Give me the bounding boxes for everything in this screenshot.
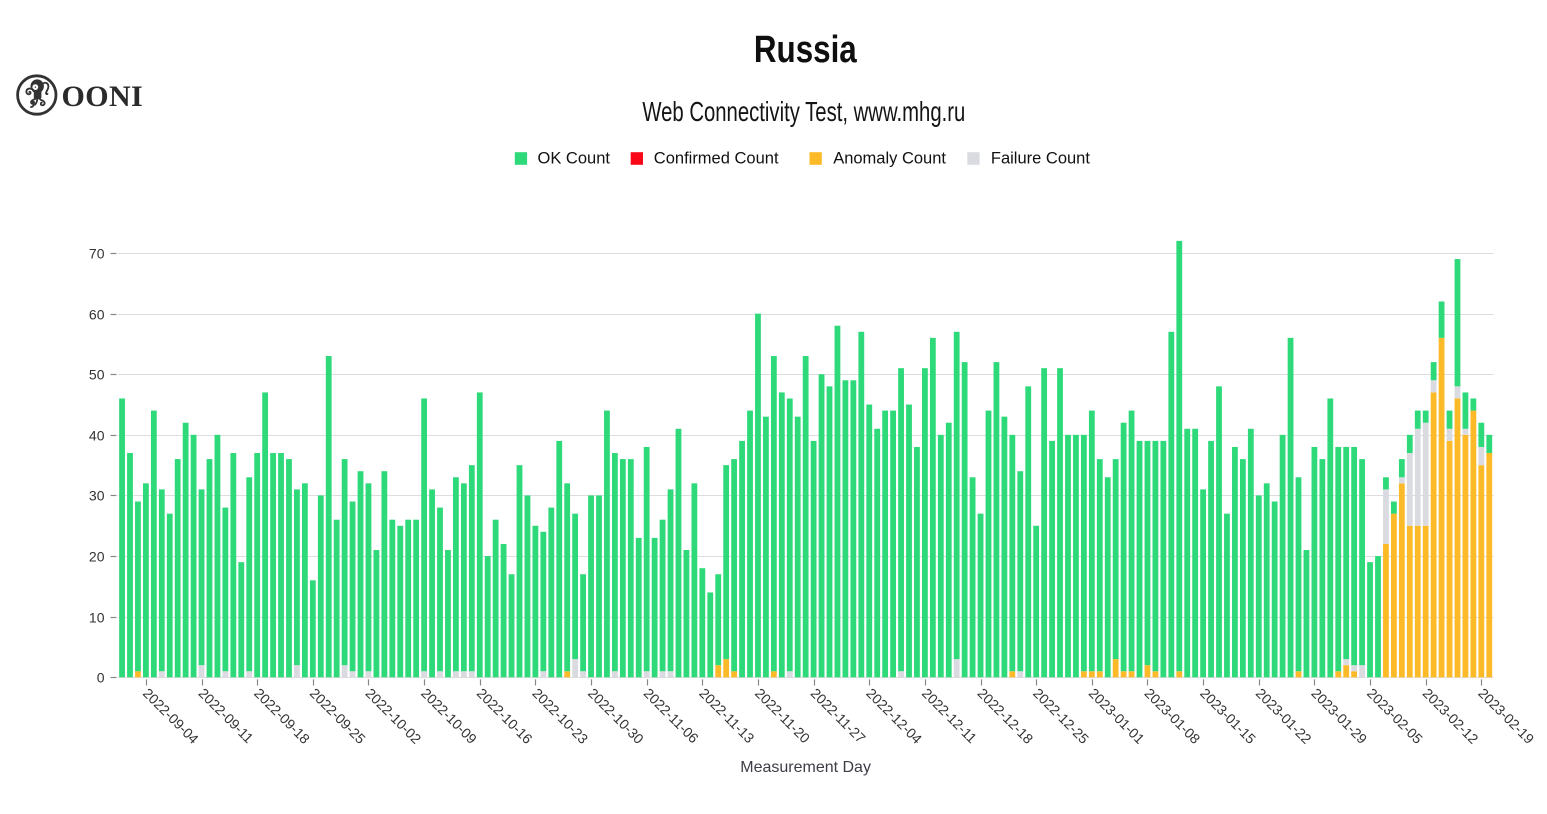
svg-text:2023-02-12: 2023-02-12 — [1420, 685, 1482, 747]
svg-text:2023-02-19: 2023-02-19 — [1475, 685, 1537, 747]
svg-text:2023-01-22: 2023-01-22 — [1253, 685, 1315, 747]
svg-text:Failure Count: Failure Count — [991, 150, 1090, 168]
svg-text:OONI: OONI — [62, 80, 144, 113]
svg-text:70: 70 — [89, 245, 105, 261]
svg-text:2022-09-18: 2022-09-18 — [251, 685, 313, 747]
svg-text:2022-09-25: 2022-09-25 — [307, 685, 369, 747]
svg-text:50: 50 — [89, 366, 105, 382]
svg-text:10: 10 — [89, 609, 105, 625]
svg-text:2022-10-30: 2022-10-30 — [585, 685, 647, 747]
svg-text:2022-11-06: 2022-11-06 — [641, 685, 702, 746]
svg-text:2023-01-15: 2023-01-15 — [1197, 685, 1259, 747]
svg-text:Anomaly Count: Anomaly Count — [833, 150, 946, 168]
svg-text:OK Count: OK Count — [538, 150, 611, 168]
svg-text:2022-10-02: 2022-10-02 — [362, 685, 424, 747]
svg-text:Measurement Day: Measurement Day — [740, 759, 871, 776]
svg-text:40: 40 — [89, 427, 105, 443]
svg-text:2022-12-11: 2022-12-11 — [919, 685, 980, 746]
svg-text:2023-01-29: 2023-01-29 — [1308, 685, 1370, 747]
svg-text:2022-10-16: 2022-10-16 — [474, 685, 536, 747]
svg-text:2022-11-20: 2022-11-20 — [752, 685, 813, 746]
svg-text:20: 20 — [89, 548, 105, 564]
svg-text:2023-02-05: 2023-02-05 — [1364, 685, 1426, 747]
svg-text:2023-01-08: 2023-01-08 — [1141, 685, 1203, 747]
svg-text:2022-09-11: 2022-09-11 — [196, 685, 257, 746]
svg-text:2023-01-01: 2023-01-01 — [1086, 685, 1148, 747]
svg-text:2022-11-13: 2022-11-13 — [696, 685, 757, 746]
svg-text:2022-10-23: 2022-10-23 — [529, 685, 591, 747]
svg-text:2022-12-18: 2022-12-18 — [975, 685, 1037, 747]
svg-text:2022-11-27: 2022-11-27 — [808, 685, 869, 746]
svg-text:2022-12-25: 2022-12-25 — [1030, 685, 1092, 747]
svg-text:Confirmed Count: Confirmed Count — [654, 150, 779, 168]
svg-text:60: 60 — [89, 306, 105, 322]
svg-text:2022-09-04: 2022-09-04 — [140, 685, 202, 747]
svg-text:2022-10-09: 2022-10-09 — [418, 685, 480, 747]
svg-text:30: 30 — [89, 487, 105, 503]
svg-text:2022-12-04: 2022-12-04 — [863, 685, 925, 747]
svg-text:0: 0 — [97, 669, 105, 685]
